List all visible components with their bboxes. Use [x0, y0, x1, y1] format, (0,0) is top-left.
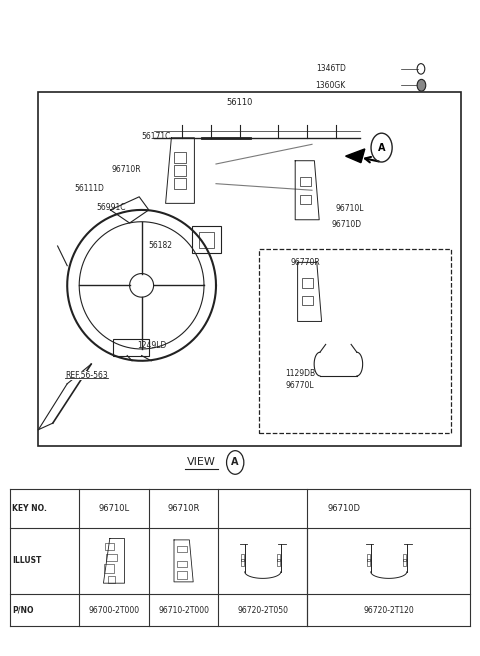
- Text: 1346TD: 1346TD: [316, 64, 346, 73]
- Bar: [106, 554, 117, 561]
- Text: 96710D: 96710D: [331, 220, 361, 229]
- Text: 56171C: 56171C: [141, 132, 170, 141]
- Text: 96710R: 96710R: [112, 165, 142, 174]
- Bar: [174, 165, 186, 176]
- Bar: [300, 194, 311, 203]
- Bar: [300, 177, 311, 186]
- Bar: [105, 543, 113, 550]
- Bar: [277, 559, 280, 565]
- Text: 96710L: 96710L: [98, 504, 130, 513]
- Text: 96710-2T000: 96710-2T000: [158, 605, 209, 615]
- Circle shape: [417, 79, 426, 91]
- Text: 1129DB: 1129DB: [286, 369, 316, 379]
- Bar: [177, 571, 187, 579]
- Bar: [367, 559, 370, 565]
- Bar: [241, 554, 244, 561]
- Text: A: A: [231, 457, 239, 468]
- Text: P/NO: P/NO: [12, 605, 34, 615]
- Text: 96700-2T000: 96700-2T000: [88, 605, 140, 615]
- Bar: [104, 564, 114, 573]
- Text: 96720-2T120: 96720-2T120: [363, 605, 414, 615]
- Bar: [192, 226, 221, 253]
- Text: 96770R: 96770R: [290, 258, 320, 267]
- Text: 56110: 56110: [227, 98, 253, 108]
- Bar: [302, 278, 313, 287]
- Bar: [403, 559, 406, 565]
- Text: REF.56-563: REF.56-563: [65, 371, 108, 380]
- Text: 56991C: 56991C: [96, 203, 125, 213]
- Bar: [403, 554, 406, 561]
- Text: 56111D: 56111D: [74, 184, 104, 194]
- Text: 96710D: 96710D: [328, 504, 361, 513]
- Bar: [113, 339, 149, 356]
- Bar: [367, 554, 370, 561]
- Text: 96770L: 96770L: [286, 380, 314, 390]
- Bar: [199, 232, 214, 248]
- Bar: [38, 92, 461, 446]
- Text: 96710R: 96710R: [168, 504, 200, 513]
- Bar: [174, 178, 186, 189]
- Text: VIEW: VIEW: [187, 457, 216, 468]
- Text: ILLUST: ILLUST: [12, 556, 41, 565]
- Polygon shape: [346, 149, 365, 163]
- Text: 1249LD: 1249LD: [137, 341, 166, 350]
- Bar: [108, 576, 115, 583]
- Bar: [174, 152, 186, 163]
- Bar: [259, 249, 451, 433]
- Text: 96710L: 96710L: [336, 204, 364, 213]
- Bar: [177, 546, 187, 552]
- Bar: [302, 296, 313, 305]
- Text: A: A: [378, 142, 385, 153]
- Bar: [177, 561, 187, 567]
- Text: 56182: 56182: [149, 241, 173, 251]
- Bar: [277, 554, 280, 561]
- Bar: [241, 559, 244, 565]
- Text: 1360GK: 1360GK: [315, 81, 346, 90]
- Text: 96720-2T050: 96720-2T050: [237, 605, 288, 615]
- Text: KEY NO.: KEY NO.: [12, 504, 47, 513]
